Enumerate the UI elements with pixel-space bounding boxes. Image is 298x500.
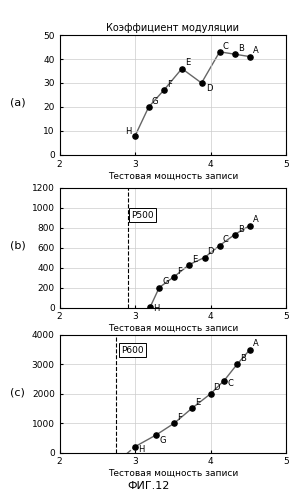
Text: G: G xyxy=(162,278,169,286)
Point xyxy=(202,254,207,262)
Title: Коэффициент модуляции: Коэффициент модуляции xyxy=(106,23,239,33)
Point xyxy=(189,404,194,412)
Point xyxy=(162,86,166,94)
Point xyxy=(172,272,177,280)
Text: ФИГ.12: ФИГ.12 xyxy=(128,481,170,491)
Point xyxy=(154,431,159,439)
Text: E: E xyxy=(185,58,190,68)
Text: P600: P600 xyxy=(122,346,144,354)
Text: D: D xyxy=(206,84,212,92)
X-axis label: Тестовая мощность записи: Тестовая мощность записи xyxy=(108,172,238,180)
Point xyxy=(179,64,184,72)
Point xyxy=(157,284,162,292)
Text: F: F xyxy=(167,80,172,89)
Text: D: D xyxy=(214,384,220,392)
Point xyxy=(247,52,252,60)
Text: F: F xyxy=(177,266,182,276)
Text: B: B xyxy=(240,354,246,363)
Text: G: G xyxy=(159,436,166,445)
Point xyxy=(199,79,204,87)
Text: E: E xyxy=(193,254,198,264)
Text: P500: P500 xyxy=(131,210,154,220)
Text: H: H xyxy=(125,127,132,136)
Point xyxy=(172,419,177,427)
Point xyxy=(133,132,137,140)
Text: B: B xyxy=(238,224,244,234)
Point xyxy=(235,360,239,368)
Text: C: C xyxy=(227,379,233,388)
Point xyxy=(247,346,252,354)
Text: A: A xyxy=(253,216,259,224)
Point xyxy=(187,260,192,268)
Text: C: C xyxy=(223,42,229,50)
X-axis label: Тестовая мощность записи: Тестовая мощность записи xyxy=(108,469,238,478)
X-axis label: Тестовая мощность записи: Тестовая мощность записи xyxy=(108,324,238,333)
Text: F: F xyxy=(177,412,182,422)
Point xyxy=(232,230,237,238)
Text: (b): (b) xyxy=(10,240,26,250)
Text: (a): (a) xyxy=(10,98,26,108)
Text: D: D xyxy=(208,248,214,256)
Text: G: G xyxy=(152,97,158,106)
Text: H: H xyxy=(138,445,145,454)
Text: H: H xyxy=(153,304,160,313)
Text: B: B xyxy=(238,44,244,53)
Point xyxy=(208,390,213,398)
Point xyxy=(247,222,252,230)
Point xyxy=(217,242,222,250)
Point xyxy=(222,376,226,384)
Text: A: A xyxy=(253,339,259,348)
Text: E: E xyxy=(195,398,200,407)
Point xyxy=(133,442,137,450)
Text: (c): (c) xyxy=(10,388,25,398)
Point xyxy=(232,50,237,58)
Point xyxy=(146,103,151,111)
Text: A: A xyxy=(253,46,259,56)
Point xyxy=(148,303,153,311)
Text: C: C xyxy=(223,236,229,244)
Point xyxy=(217,48,222,56)
